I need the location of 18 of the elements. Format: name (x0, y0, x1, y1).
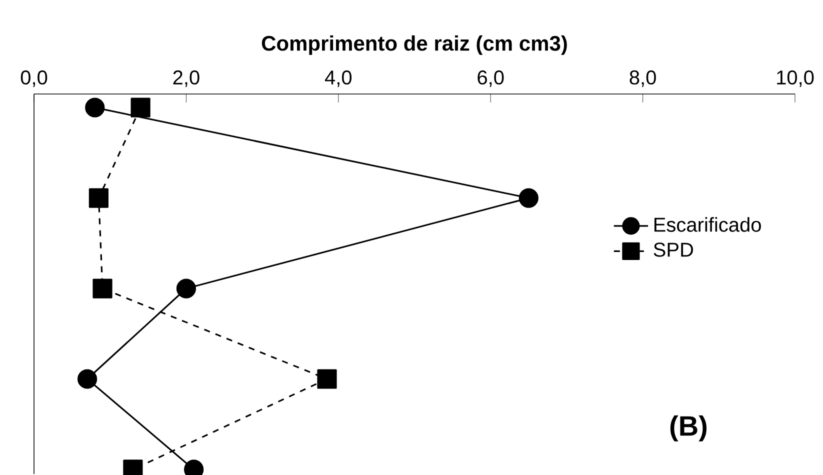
x-tick-label: 4,0 (324, 70, 352, 87)
x-tick-label: 0,0 (20, 70, 48, 87)
point (77, 369, 98, 389)
point (92, 278, 112, 298)
point (88, 188, 108, 208)
point (176, 278, 196, 298)
point (518, 188, 538, 208)
x-tick-label: 8,0 (630, 70, 656, 87)
point (130, 98, 150, 118)
point (317, 369, 337, 389)
x-axis-title: Comprimento de raiz (cm cm3) (262, 35, 567, 55)
x-tick-label: 6,0 (478, 70, 504, 87)
point (85, 98, 105, 118)
annotation: (B) (670, 415, 707, 442)
x-tick-label: 2,0 (173, 70, 200, 87)
legend-label: Escarificado (654, 217, 761, 232)
x-tick-label: 10,0 (777, 70, 814, 87)
legend-label: SPD (654, 242, 694, 257)
